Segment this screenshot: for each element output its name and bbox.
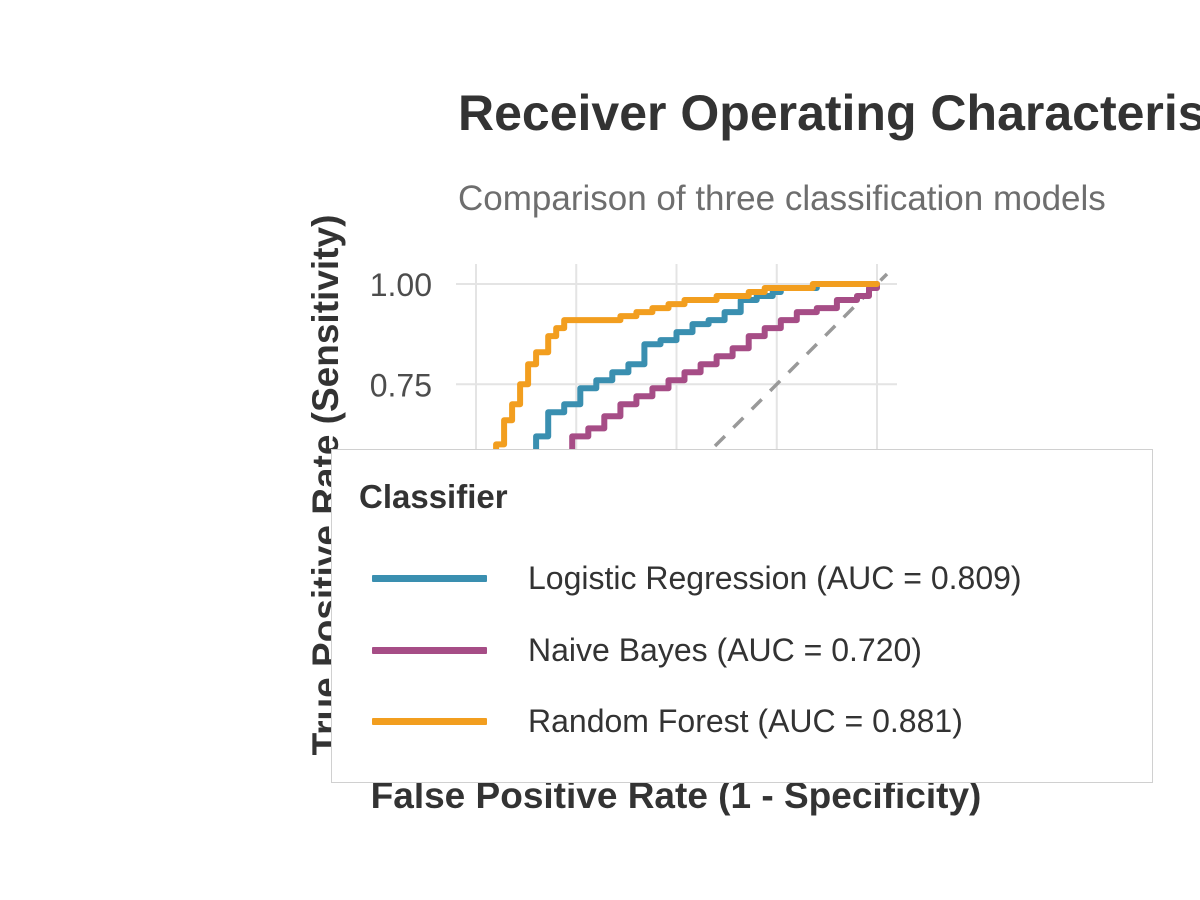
chart-title: Receiver Operating Characteristic Curves xyxy=(458,85,1200,141)
legend-key-logistic-regression xyxy=(372,575,487,582)
legend-label-random-forest: Random Forest (AUC = 0.881) xyxy=(528,703,963,739)
roc-curve-random-forest xyxy=(473,281,880,688)
chart-subtitle: Comparison of three classification model… xyxy=(458,179,1106,218)
legend-item-naive-bayes: Naive Bayes (AUC = 0.720) xyxy=(372,630,1142,670)
legend-item-logistic-regression: Logistic Regression (AUC = 0.809) xyxy=(372,558,1142,598)
legend-key-naive-bayes xyxy=(372,647,487,654)
legend-title: Classifier xyxy=(359,478,508,515)
y-tick-label: 0.75 xyxy=(370,367,432,403)
y-tick-label: 1.00 xyxy=(370,267,432,303)
legend-label-logistic-regression: Logistic Regression (AUC = 0.809) xyxy=(528,560,1022,596)
legend: Classifier Logistic Regression (AUC = 0.… xyxy=(331,449,1153,783)
legend-label-naive-bayes: Naive Bayes (AUC = 0.720) xyxy=(528,632,922,668)
legend-item-random-forest: Random Forest (AUC = 0.881) xyxy=(372,701,1142,741)
legend-key-random-forest xyxy=(372,718,487,725)
